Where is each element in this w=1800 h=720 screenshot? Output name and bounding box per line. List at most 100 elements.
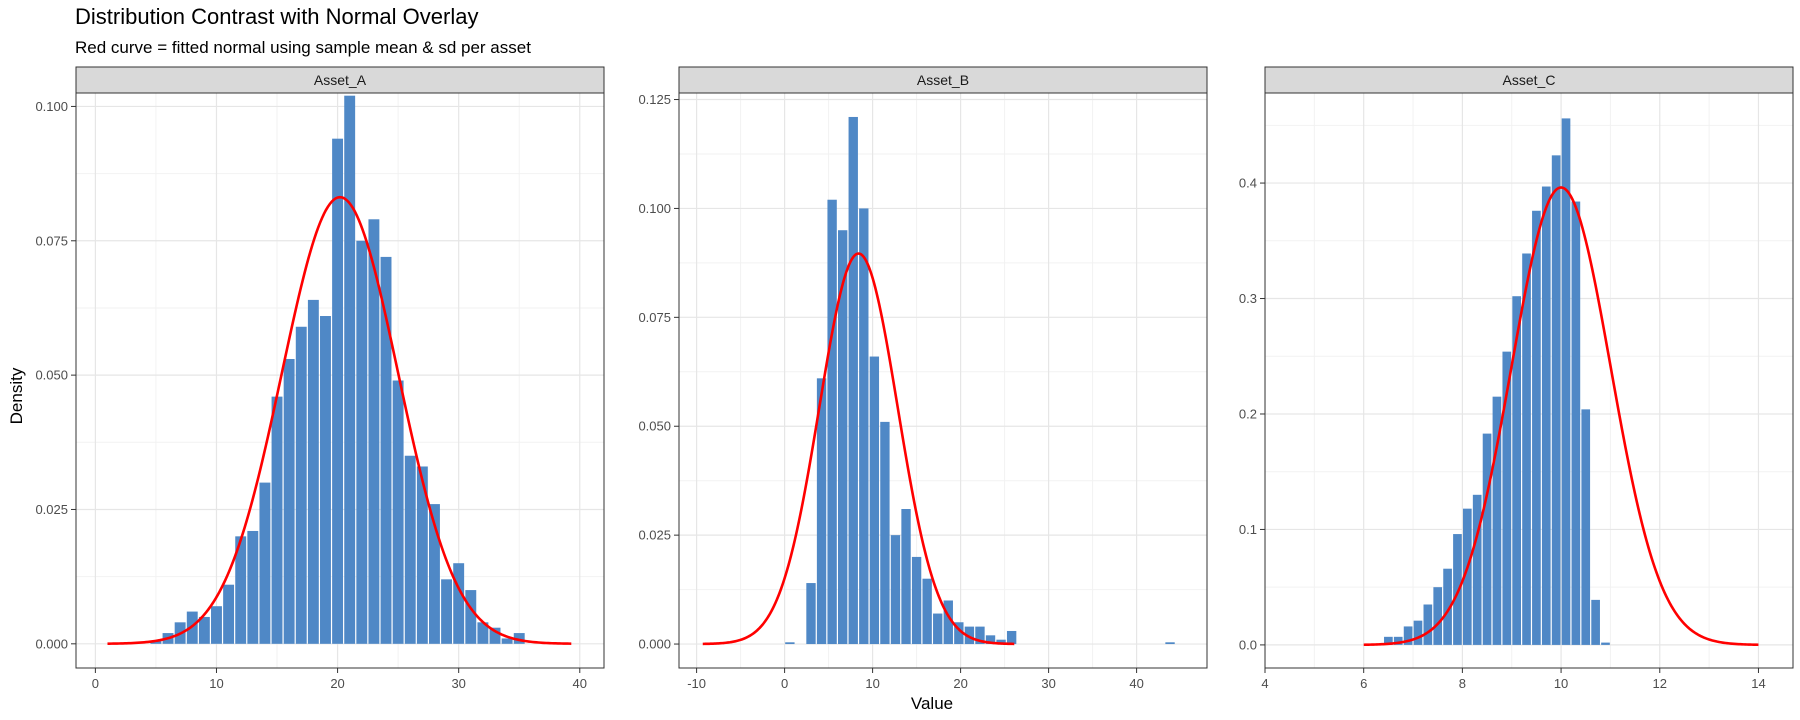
normal-curve [702,252,1015,646]
facet-panel-asset_c: Asset_C 4 6 8 10 12 14 0.0 0.1 0.2 0.3 0.4 [1239,66,1794,691]
histogram-bar [489,627,501,644]
facet-panel-asset_a: Asset_A 0 10 20 30 40 0.000 0.025 0.050 0.075 0.10… [35,66,605,691]
histogram-bar [785,642,795,645]
histogram-bar [307,299,319,644]
y-tick-label: 0.025 [35,502,68,517]
y-tick-label: 0.0 [1239,637,1257,652]
histogram-bar [211,606,222,644]
y-axis-title: Density [7,367,26,424]
histogram-bar [933,613,943,645]
facet-strip [75,66,605,94]
facet-strip-label: Asset_C [1503,72,1556,88]
histogram-bar [1482,433,1492,645]
histogram-bar [1532,210,1541,645]
histogram-bar [392,380,404,644]
normal-curve [1363,186,1759,647]
y-tick-label: 0.000 [35,636,68,651]
histogram-bar [996,639,1006,645]
histogram-bar [332,138,344,644]
panel-background [679,93,1207,668]
histogram-bar [380,256,392,644]
y-tick-label: 0.1 [1239,522,1257,537]
x-axis-title: Value [911,694,953,713]
x-tick-label: -10 [687,676,706,691]
histogram-bar [259,482,271,644]
histogram-bar [465,590,477,644]
histogram-bar [513,633,525,644]
x-tick-label: 4 [1261,676,1268,691]
histogram-bar [880,421,890,645]
histogram-bar [344,95,356,644]
x-tick-label: 30 [451,676,465,691]
facet-strip-label: Asset_B [917,72,969,88]
x-tick-label: 10 [1554,676,1568,691]
y-tick-label: 0.100 [35,99,68,114]
histogram-bar [1551,155,1561,645]
histogram-bar [150,641,162,644]
histogram-bar [320,316,331,644]
histogram-bar [1472,494,1482,645]
histogram-bar [368,219,380,644]
histogram-bar [911,556,922,645]
histogram-bar [247,530,259,644]
histogram-bar [1512,296,1521,645]
y-tick-label: 0.3 [1239,291,1257,306]
x-tick-label: 40 [573,676,587,691]
x-tick-label: 0 [781,676,788,691]
histogram-bar [1492,396,1502,645]
histogram-bar [985,635,996,645]
facet-strip-label: Asset_A [314,72,367,88]
x-tick-label: 8 [1459,676,1466,691]
x-tick-label: 6 [1360,676,1367,691]
histogram-bar [198,616,210,644]
histogram-bar [501,638,513,644]
histogram-bar [235,536,247,644]
histogram-bar [1393,636,1403,645]
chart-subtitle: Red curve = fitted normal using sample m… [75,38,531,57]
histogram-bar [954,622,964,645]
histogram-bar [922,578,932,645]
y-tick-label: 0.075 [638,310,671,325]
histogram-bar [859,208,869,645]
histogram-bars [150,95,525,644]
histogram-bar [295,326,307,644]
panel-border [678,92,1208,669]
histogram-bar [1571,201,1581,645]
histogram-bar [816,378,827,645]
histogram-bar [1462,508,1472,645]
histogram-bar [1541,186,1551,645]
histogram-bar [1384,636,1393,645]
facet-strip [1264,66,1794,94]
histogram-bar [806,583,816,645]
panel-border [75,92,605,669]
x-tick-label: 0 [92,676,99,691]
normal-curve [107,195,572,645]
facet-panel-asset_b: Asset_B -10 0 10 20 30 40 0.000 0.025 0.050 0.075 0… [638,66,1208,691]
histogram-bar [1423,604,1433,645]
x-tick-label: 30 [1041,676,1055,691]
histogram-bar [441,579,453,644]
y-tick-label: 0.050 [35,368,68,383]
y-tick-label: 0.025 [638,528,671,543]
chart-title: Distribution Contrast with Normal Overla… [75,4,478,29]
histogram-bar [1453,534,1462,645]
histogram-bar [1443,568,1452,645]
histogram-bar [1165,642,1175,645]
histogram-bar [1433,587,1443,645]
y-tick-label: 0.2 [1239,406,1257,421]
x-tick-label: 12 [1653,676,1667,691]
histogram-bar [1403,626,1413,645]
y-tick-label: 0.075 [35,233,68,248]
histogram-bar [271,396,283,644]
histogram-bar [1561,118,1571,645]
facet-panels: Asset_A0 10 20 30 400.0000.0250.0500.0750.10… [35,66,1794,691]
histogram-bar [1601,642,1610,645]
histogram-bar [869,356,880,645]
histogram-bar [453,563,465,644]
histogram-bar [943,600,953,645]
histogram-bar [477,622,489,644]
histogram-bar [223,584,235,644]
histogram-bar [429,504,440,644]
histogram-bar [404,455,416,644]
